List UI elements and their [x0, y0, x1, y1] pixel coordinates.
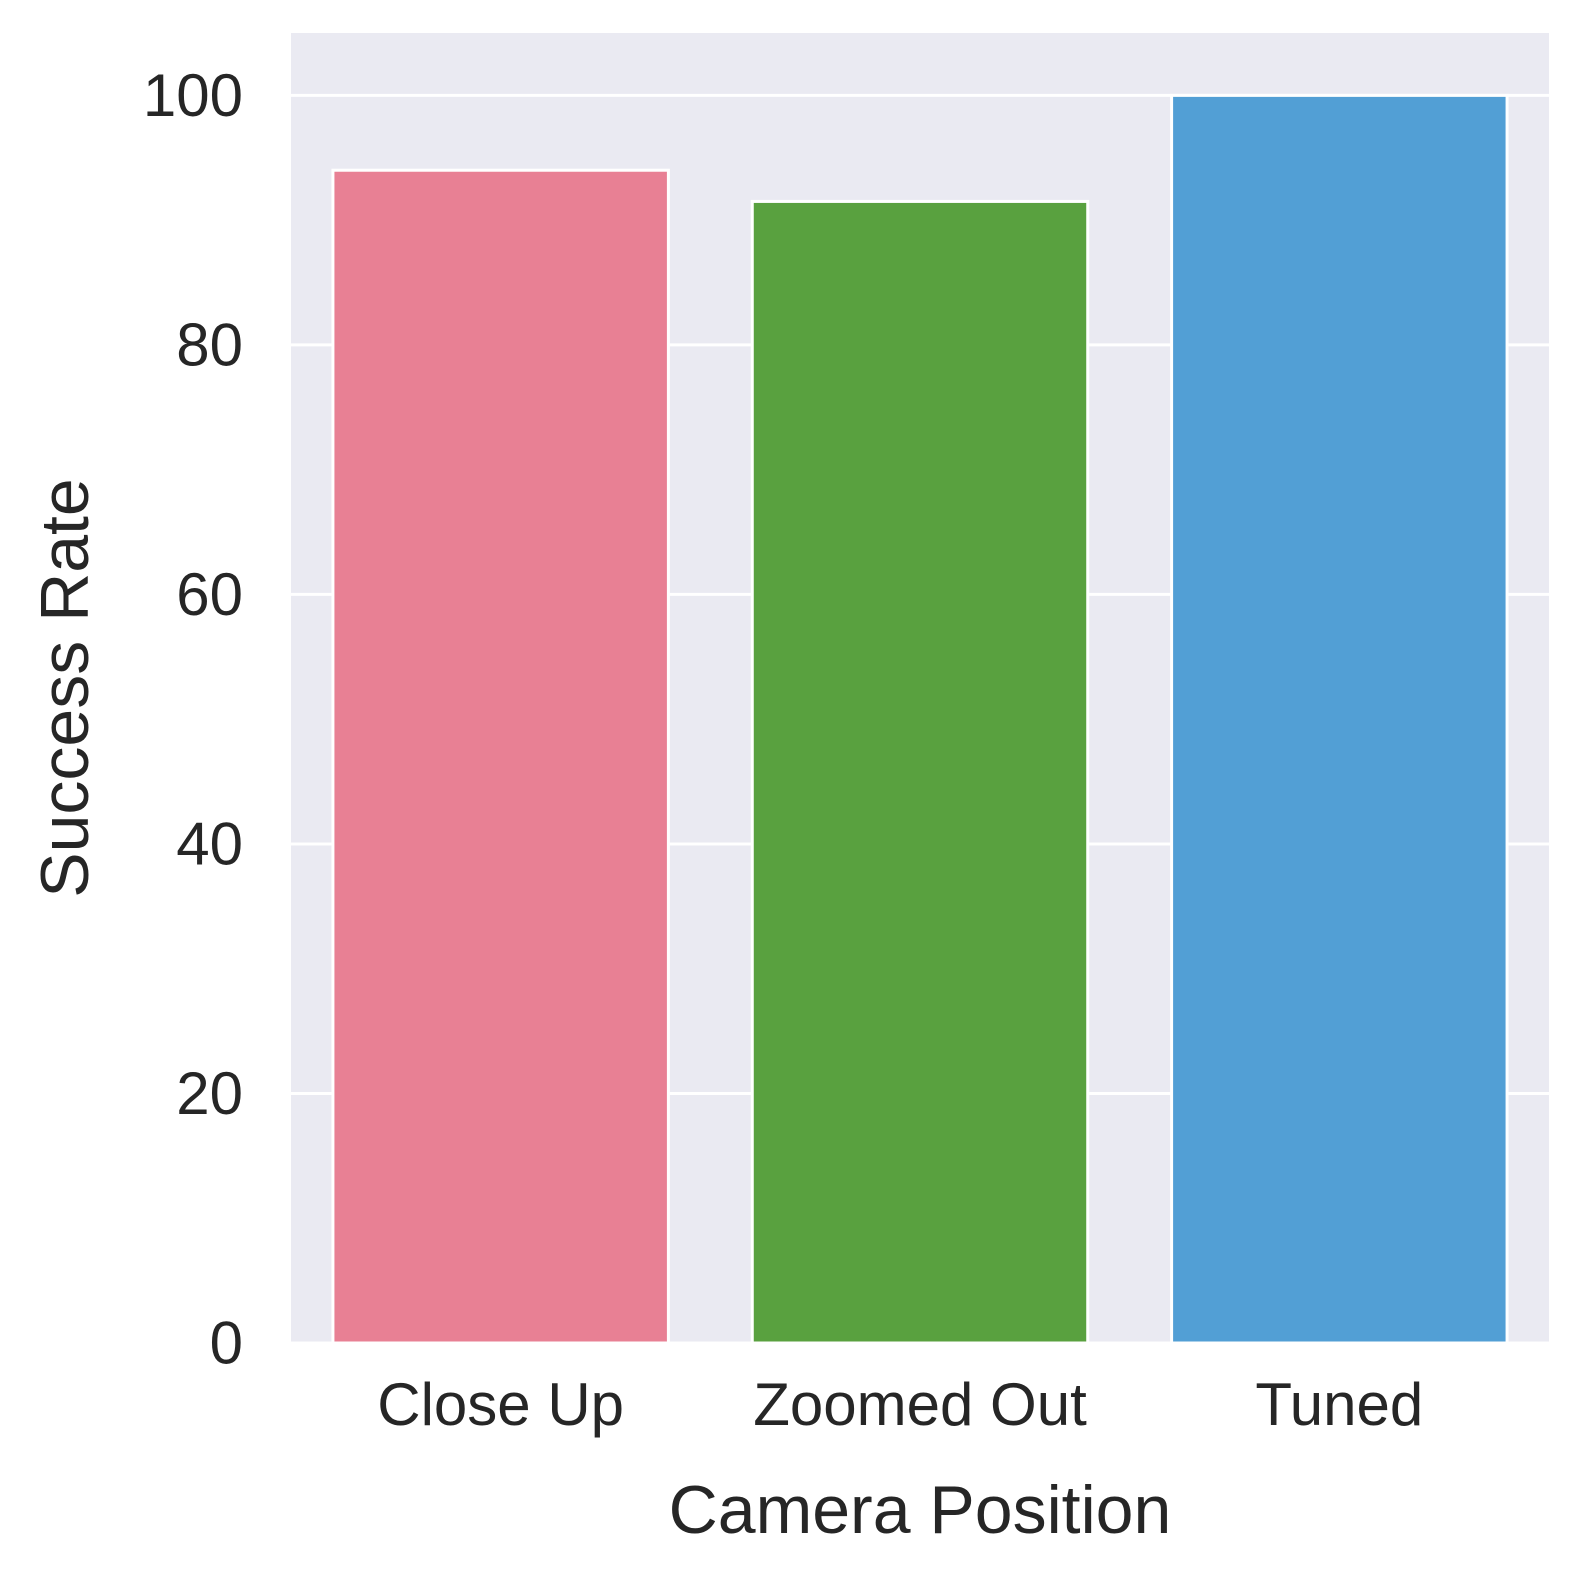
- y-tick-labels: 0 20 40 60 80 100: [143, 62, 243, 1377]
- y-axis-label: Success Rate: [27, 478, 103, 898]
- x-tick-label: Close Up: [377, 1371, 624, 1438]
- y-tick-label: 20: [176, 1060, 243, 1127]
- y-tick-label: 80: [176, 311, 243, 378]
- y-tick-label: 40: [176, 810, 243, 877]
- x-tick-label: Zoomed Out: [753, 1371, 1087, 1438]
- y-tick-label: 100: [143, 62, 243, 129]
- x-tick-label: Tuned: [1255, 1371, 1423, 1438]
- bars: [331, 93, 1509, 1345]
- bar-zoomed-out: [750, 199, 1090, 1345]
- y-tick-label: 0: [210, 1310, 243, 1377]
- x-tick-labels: Close Up Zoomed Out Tuned: [377, 1371, 1423, 1438]
- bar-tuned: [1170, 93, 1509, 1345]
- y-tick-label: 60: [176, 561, 243, 628]
- bar-close-up: [331, 168, 670, 1345]
- x-axis-label: Camera Position: [669, 1472, 1172, 1548]
